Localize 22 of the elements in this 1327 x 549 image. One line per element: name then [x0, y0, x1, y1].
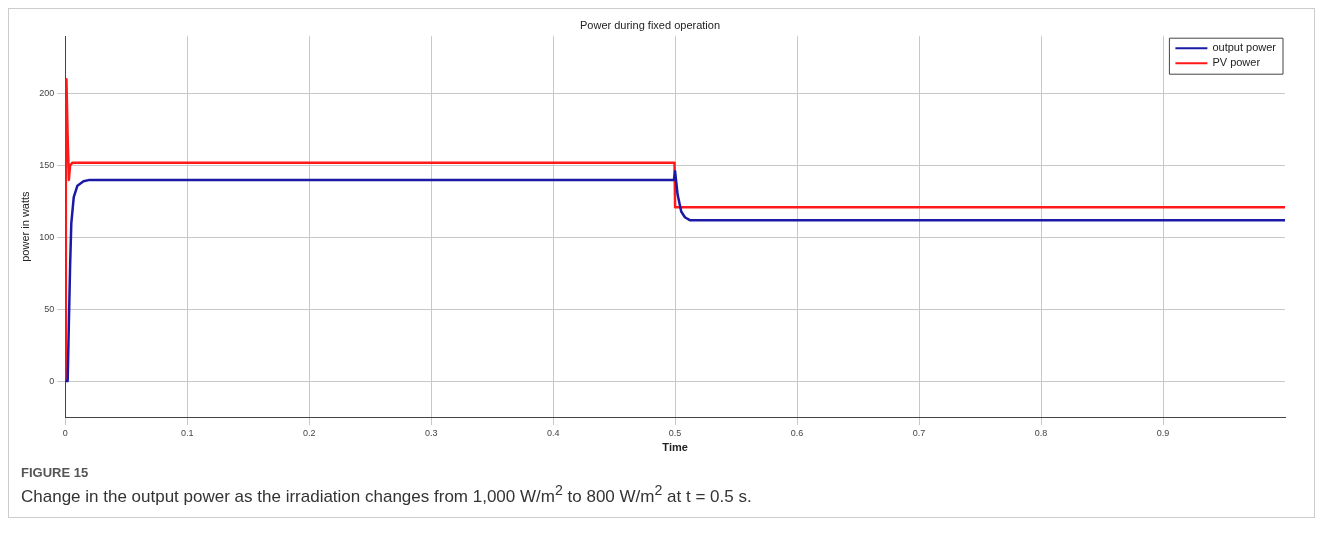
y-tick-label: 50: [44, 303, 55, 314]
caption: FIGURE 15: [21, 465, 90, 480]
legend-label: PV power: [1212, 56, 1261, 69]
x-tick-label: 0.6: [790, 427, 804, 438]
y-tick-label: 200: [39, 88, 55, 99]
text: Change in the output power as the irradiation changes from 1,000 W/m$^{2}$ to 800 W/m$^{2}$ at t = 0.5 s.: [21, 482, 753, 507]
x-tick-label: 0: [62, 427, 68, 438]
x-tick-label: 0.1: [180, 427, 194, 438]
x-axis-title: Time: [662, 441, 688, 454]
x-tick-label: 0.5: [668, 427, 682, 438]
y-tick-label: 100: [39, 231, 55, 242]
y-axis-title: power in watts: [18, 190, 31, 262]
x-tick-label: 0.9: [1156, 427, 1170, 438]
x-tick-label: 0.7: [912, 427, 926, 438]
legend-label: output power: [1212, 41, 1277, 54]
x-tick-label: 0.4: [546, 427, 560, 438]
chart-title: Power during fixed operation: [579, 18, 721, 31]
x-tick-label: 0.8: [1034, 427, 1048, 438]
x-tick-label: 0.3: [424, 427, 438, 438]
x-tick-label: 0.2: [302, 427, 316, 438]
y-tick-label: 150: [39, 160, 55, 171]
y-tick-label: 0: [49, 375, 55, 386]
